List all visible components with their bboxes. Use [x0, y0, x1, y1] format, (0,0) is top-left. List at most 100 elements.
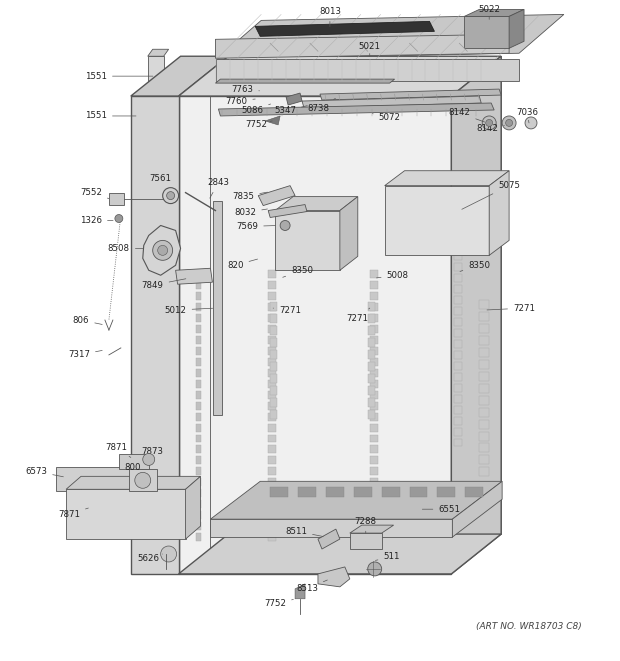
Bar: [454, 231, 463, 239]
Bar: [438, 487, 455, 497]
Bar: [195, 446, 202, 453]
Polygon shape: [302, 96, 481, 108]
Bar: [268, 292, 276, 300]
Bar: [479, 432, 489, 440]
Bar: [195, 434, 202, 442]
Bar: [268, 380, 276, 388]
Bar: [479, 348, 489, 357]
Bar: [454, 373, 463, 381]
Text: 5021: 5021: [359, 42, 381, 56]
Bar: [270, 326, 277, 335]
Text: 5022: 5022: [478, 5, 500, 19]
Polygon shape: [66, 489, 185, 539]
Bar: [370, 325, 378, 333]
Polygon shape: [143, 225, 180, 275]
Text: 5012: 5012: [164, 305, 213, 315]
Polygon shape: [216, 59, 519, 81]
Bar: [454, 351, 463, 359]
Bar: [354, 487, 372, 497]
Circle shape: [153, 241, 172, 260]
Bar: [382, 487, 400, 497]
Bar: [195, 391, 202, 399]
Bar: [454, 285, 463, 293]
Polygon shape: [489, 171, 509, 255]
Bar: [370, 314, 378, 322]
Circle shape: [115, 215, 123, 223]
Bar: [368, 338, 374, 347]
Polygon shape: [260, 56, 501, 534]
Bar: [370, 402, 378, 410]
Text: 6551: 6551: [422, 505, 461, 514]
Text: 7835: 7835: [232, 192, 267, 201]
Circle shape: [162, 188, 179, 204]
Bar: [195, 314, 202, 322]
Bar: [370, 369, 378, 377]
Text: 8013: 8013: [319, 7, 341, 26]
Polygon shape: [131, 96, 179, 574]
Bar: [270, 314, 277, 323]
Bar: [464, 17, 509, 48]
Polygon shape: [148, 50, 169, 56]
Bar: [268, 369, 276, 377]
Bar: [270, 386, 277, 395]
Polygon shape: [318, 567, 350, 587]
Bar: [479, 444, 489, 452]
Bar: [268, 479, 276, 486]
Bar: [454, 384, 463, 392]
Bar: [479, 300, 489, 309]
Bar: [368, 374, 374, 383]
Bar: [270, 398, 277, 407]
Bar: [268, 511, 276, 519]
Text: 800: 800: [125, 463, 141, 477]
Text: 7271: 7271: [273, 305, 301, 315]
Polygon shape: [56, 467, 131, 491]
Bar: [195, 281, 202, 289]
Bar: [370, 380, 378, 388]
Polygon shape: [131, 56, 228, 96]
Circle shape: [135, 473, 151, 488]
Text: 7561: 7561: [149, 175, 172, 188]
Bar: [270, 350, 277, 359]
Bar: [454, 416, 463, 424]
Polygon shape: [275, 211, 340, 270]
Bar: [326, 487, 344, 497]
Bar: [454, 362, 463, 369]
Polygon shape: [259, 186, 295, 206]
Bar: [268, 489, 276, 497]
Bar: [479, 396, 489, 405]
Bar: [195, 479, 202, 486]
Polygon shape: [453, 481, 502, 537]
Text: 7271: 7271: [487, 303, 535, 313]
Polygon shape: [179, 534, 501, 574]
Bar: [268, 434, 276, 442]
Bar: [454, 274, 463, 282]
Circle shape: [482, 116, 496, 130]
Bar: [268, 303, 276, 311]
Bar: [454, 307, 463, 315]
Bar: [370, 412, 378, 420]
Polygon shape: [215, 79, 394, 83]
Text: 5626: 5626: [138, 554, 162, 563]
Polygon shape: [210, 519, 453, 537]
Bar: [270, 302, 277, 311]
Bar: [268, 467, 276, 475]
Bar: [454, 438, 463, 446]
Bar: [298, 487, 316, 497]
Bar: [129, 469, 157, 491]
Bar: [454, 253, 463, 260]
Bar: [370, 270, 378, 278]
Bar: [410, 487, 427, 497]
Bar: [370, 489, 378, 497]
Text: 7752: 7752: [264, 600, 293, 608]
Polygon shape: [210, 481, 502, 519]
Bar: [454, 395, 463, 403]
Bar: [268, 347, 276, 355]
Text: 5347: 5347: [274, 106, 308, 116]
Bar: [109, 192, 124, 204]
Polygon shape: [340, 196, 358, 270]
Bar: [148, 56, 164, 131]
Circle shape: [485, 120, 493, 126]
Polygon shape: [216, 15, 564, 59]
Polygon shape: [275, 196, 358, 211]
Bar: [370, 533, 378, 541]
